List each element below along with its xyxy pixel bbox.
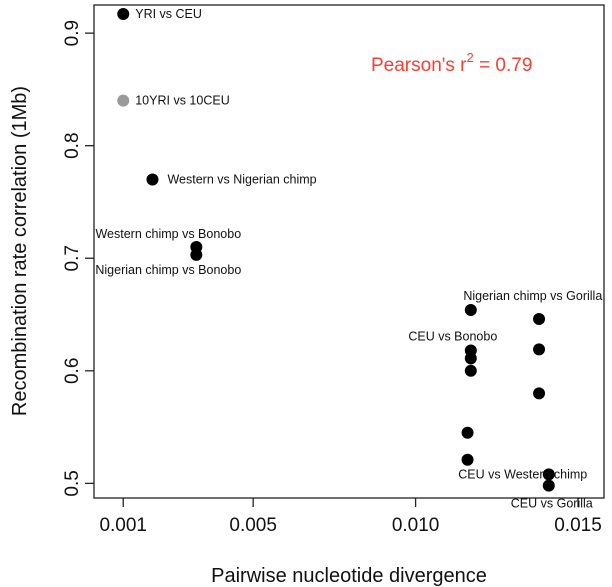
data-point [542, 479, 555, 492]
x-axis-title: Pairwise nucleotide divergence [211, 565, 487, 587]
y-axis-title: Recombination rate correlation (1Mb) [9, 86, 31, 416]
x-tick-label: 0.001 [99, 515, 147, 536]
data-point [464, 304, 477, 317]
annotation-superscript: 2 [467, 50, 474, 65]
point-label: Nigerian chimp vs Bonobo [95, 263, 241, 277]
annotation-value: = 0.79 [474, 55, 533, 76]
plot-frame [93, 4, 605, 499]
point-label: CEU vs Bonobo [408, 330, 497, 344]
point-label: Western vs Nigerian chimp [167, 172, 316, 186]
y-tick-label: 0.6 [62, 358, 83, 384]
y-tick-label: 0.9 [62, 20, 83, 46]
y-tick-label: 0.8 [62, 132, 83, 158]
point-labels: YRI vs CEU 10YRI vs 10CEU Western vs Niger… [95, 7, 602, 511]
point-label: 10YRI vs 10CEU [135, 94, 229, 108]
data-point [461, 453, 474, 466]
annotation-base: Pearson's r [371, 55, 467, 76]
x-tick-label: 0.005 [229, 515, 277, 536]
data-point [117, 8, 130, 21]
y-tick-label: 0.7 [62, 245, 83, 271]
x-tick-label: 0.010 [392, 515, 440, 536]
data-point [533, 387, 546, 400]
point-label: YRI vs CEU [135, 7, 202, 21]
data-point [190, 248, 203, 261]
data-points [117, 8, 555, 492]
data-point [464, 352, 477, 365]
point-label: CEU vs Gorilla [511, 497, 593, 511]
y-tick-label: 0.5 [62, 470, 83, 496]
data-point [542, 468, 555, 481]
data-point [533, 343, 546, 356]
axis-ticks: 0.001 0.005 0.010 0.015 0.5 0.6 0.7 0.8 0.9 [62, 20, 602, 536]
data-point [461, 426, 474, 439]
point-label: Nigerian chimp vs Gorilla [463, 289, 602, 303]
x-tick-label: 0.015 [554, 515, 602, 536]
point-label: CEU vs Western chimp [458, 467, 587, 481]
data-point [146, 173, 159, 186]
data-point [464, 364, 477, 377]
data-point [533, 313, 546, 326]
data-point [117, 94, 130, 107]
point-label: Western chimp vs Bonobo [95, 227, 241, 241]
pearson-annotation: Pearson's r2 = 0.79 [371, 50, 532, 76]
